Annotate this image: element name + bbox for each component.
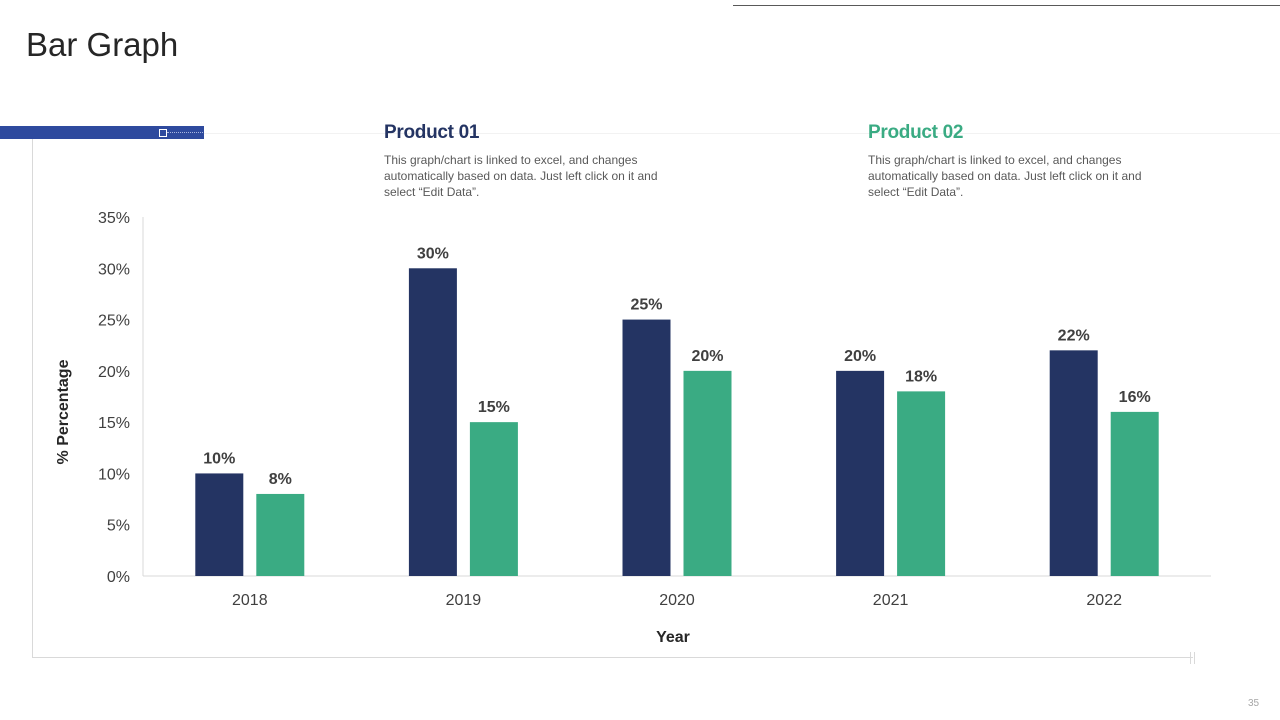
y-tick-label: 35% [98, 210, 130, 227]
data-label: 15% [478, 399, 510, 416]
legend-product-01: Product 01 This graph/chart is linked to… [384, 122, 664, 200]
legend-title-product-01: Product 01 [384, 122, 480, 143]
bar-2022-series-1 [1049, 350, 1098, 576]
y-tick-label: 15% [98, 415, 130, 432]
y-axis-title: % Percentage [55, 359, 72, 464]
data-label: 30% [417, 245, 449, 262]
bar-2021-series-1 [836, 370, 885, 576]
x-tick-label: 2022 [1086, 592, 1122, 609]
data-label: 18% [905, 368, 937, 385]
data-label: 20% [691, 348, 723, 365]
accent-square [159, 129, 167, 137]
frame-bottom-border [32, 657, 1193, 658]
x-tick-label: 2019 [446, 592, 482, 609]
bar-2018-series-2 [256, 493, 305, 576]
page-number: 35 [1248, 698, 1260, 709]
x-axis-title: Year [656, 629, 690, 646]
data-label: 10% [203, 450, 235, 467]
y-tick-label: 20% [98, 364, 130, 381]
bar-2021-series-2 [897, 391, 946, 576]
x-tick-label: 2018 [232, 592, 268, 609]
bar-2022-series-2 [1110, 411, 1159, 576]
y-tick-label: 10% [98, 466, 130, 483]
x-tick-label: 2021 [873, 592, 909, 609]
bar-2018-series-1 [195, 473, 244, 576]
header-line [204, 133, 1280, 134]
data-label: 20% [844, 348, 876, 365]
data-label: 25% [630, 297, 662, 314]
accent-bar [0, 126, 204, 139]
y-tick-label: 25% [98, 313, 130, 330]
legend-product-02: Product 02 This graph/chart is linked to… [868, 122, 1148, 200]
frame-tick-mark [1190, 652, 1191, 664]
x-tick-label: 2020 [659, 592, 695, 609]
legend-description-product-02: This graph/chart is linked to excel, and… [868, 153, 1142, 199]
data-label: 8% [269, 471, 292, 488]
y-tick-label: 0% [107, 569, 130, 586]
data-label: 22% [1058, 327, 1090, 344]
bar-2019-series-2 [469, 422, 518, 576]
bar-2020-series-1 [622, 319, 671, 576]
bar-2020-series-2 [683, 370, 732, 576]
frame-left-border [32, 139, 33, 657]
frame-tick-mark [1194, 652, 1195, 664]
top-rule [733, 5, 1280, 6]
accent-dots [167, 132, 203, 133]
page-title: Bar Graph [26, 26, 179, 63]
bar-2019-series-1 [408, 268, 457, 576]
y-tick-label: 30% [98, 261, 130, 278]
legend-description-product-01: This graph/chart is linked to excel, and… [384, 153, 658, 199]
y-tick-label: 5% [107, 518, 130, 535]
data-label: 16% [1119, 389, 1151, 406]
legend-title-product-02: Product 02 [868, 122, 964, 143]
